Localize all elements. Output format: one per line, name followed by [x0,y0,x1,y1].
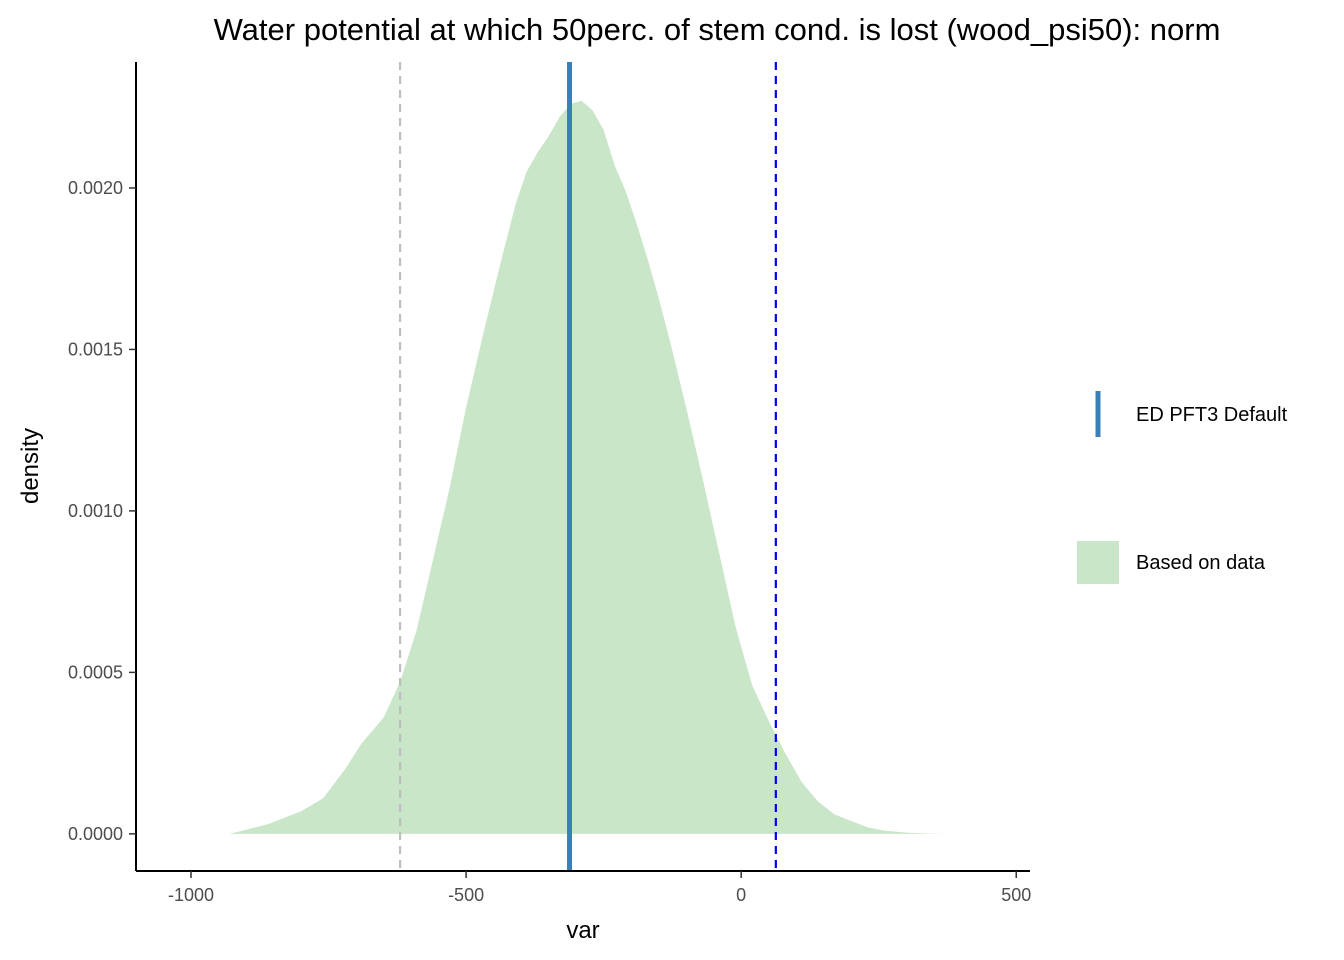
y-tick-label: 0.0005 [68,662,123,682]
x-axis-title: var [566,917,599,944]
density-area [229,100,945,834]
plot-area [229,62,945,871]
legend: ED PFT3 Default Based on data [1077,391,1288,584]
x-axis: -1000 -500 0 500 [136,870,1031,905]
y-tick-label: 0.0015 [68,339,123,359]
x-tick-label: 500 [1001,885,1031,905]
legend-label-based-on-data: Based on data [1136,552,1266,574]
y-tick-label: 0.0010 [68,501,123,521]
x-tick-label: -1000 [168,885,214,905]
legend-label-default: ED PFT3 Default [1136,404,1288,426]
y-tick-label: 0.0000 [68,824,123,844]
x-tick-label: -500 [448,885,484,905]
legend-key-based-on-data [1077,541,1119,584]
y-axis: 0.0000 0.0005 0.0010 0.0015 0.0020 [68,62,137,871]
chart-title: Water potential at which 50perc. of stem… [214,12,1221,47]
y-tick-label: 0.0020 [68,178,123,198]
y-axis-title: density [17,428,44,504]
x-tick-label: 0 [736,885,746,905]
